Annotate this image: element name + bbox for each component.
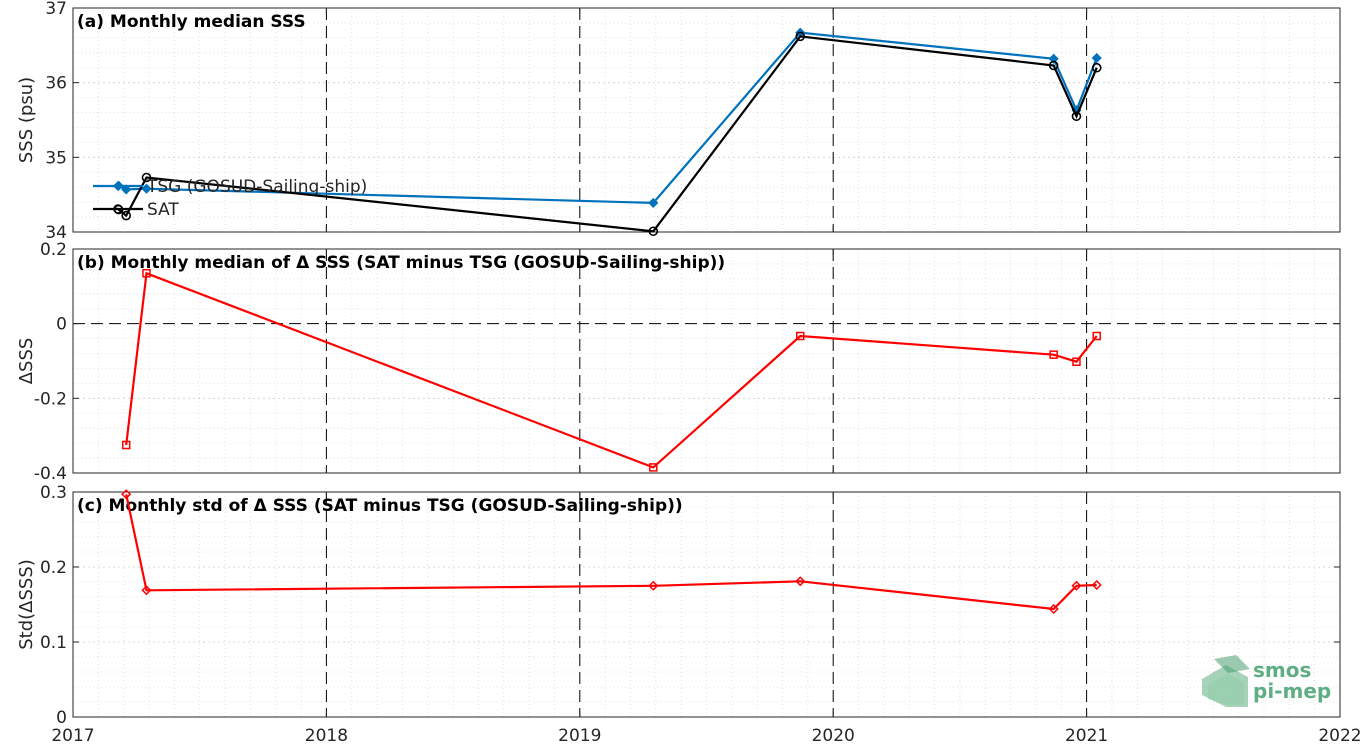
data-point bbox=[649, 463, 658, 472]
y-tick-label: -0.4 bbox=[34, 464, 67, 484]
axes-box bbox=[72, 491, 1341, 718]
data-point bbox=[1091, 579, 1102, 591]
data-point bbox=[1071, 580, 1082, 591]
data-point bbox=[141, 585, 152, 596]
data-point bbox=[1048, 60, 1059, 71]
axes-box bbox=[72, 248, 1341, 474]
legend-marker bbox=[113, 204, 123, 214]
y-tick-label: 0.3 bbox=[40, 483, 67, 503]
legend-marker bbox=[112, 180, 124, 192]
data-point bbox=[1071, 111, 1082, 122]
series-2 bbox=[113, 31, 1102, 237]
data-point bbox=[1048, 53, 1059, 64]
y-tick-label: 0.2 bbox=[40, 558, 67, 578]
logo-line1: smos bbox=[1253, 658, 1311, 682]
data-point bbox=[121, 184, 132, 195]
data-point bbox=[796, 331, 805, 341]
y-tick-label: 0.2 bbox=[40, 240, 67, 260]
data-point bbox=[121, 489, 132, 500]
x-tick-label: 2020 bbox=[812, 726, 855, 745]
y-tick-label: 34 bbox=[45, 223, 67, 243]
y-tick-label: 37 bbox=[45, 0, 67, 19]
x-tick-label: 2017 bbox=[51, 726, 94, 745]
data-point bbox=[795, 576, 806, 587]
panel-title: (a) Monthly median SSS bbox=[77, 12, 306, 32]
y-axis-label: Std(ΔSSS) bbox=[16, 559, 37, 650]
x-tick-label: 2018 bbox=[305, 726, 348, 745]
legend-label: SAT bbox=[147, 200, 179, 220]
panel-1: 34 35 36 37 SSS (psu) (a) Monthly median SSS T… bbox=[16, 0, 1341, 243]
data-point bbox=[141, 172, 152, 183]
y-tick-label: 35 bbox=[45, 148, 67, 168]
data-point bbox=[1091, 52, 1102, 64]
data-point bbox=[648, 226, 659, 237]
data-point bbox=[121, 210, 132, 221]
panel-title: (c) Monthly std of Δ SSS (SAT minus TSG … bbox=[77, 496, 683, 516]
y-tick-label: 0.1 bbox=[40, 633, 67, 653]
y-tick-label: 36 bbox=[45, 74, 67, 94]
panel-2: -0.4 -0.2 0 0.2 ΔSSS (b) Monthly median of Δ … bbox=[16, 240, 1341, 484]
x-tick-label: 2019 bbox=[558, 726, 601, 745]
panel-title: (b) Monthly median of Δ SSS (SAT minus T… bbox=[77, 253, 725, 273]
series-1 bbox=[121, 269, 1101, 472]
data-point bbox=[1048, 603, 1059, 615]
data-point bbox=[648, 580, 659, 591]
data-point bbox=[1072, 357, 1081, 366]
series-line bbox=[125, 271, 1098, 469]
data-point bbox=[1049, 350, 1058, 359]
series-1 bbox=[121, 489, 1102, 615]
logo-line2: pi-mep bbox=[1253, 679, 1331, 703]
x-tick-label: 2021 bbox=[1065, 726, 1108, 745]
data-point bbox=[648, 197, 659, 208]
data-point bbox=[121, 440, 131, 450]
y-axis-label: ΔSSS bbox=[16, 338, 37, 385]
data-point bbox=[795, 31, 806, 42]
data-point bbox=[142, 269, 151, 278]
series-line bbox=[125, 494, 1097, 611]
y-tick-label: 0 bbox=[56, 708, 67, 728]
panel-3: 0 0.1 0.2 0.3 2017 2018 2019 2020 2021 2022 Std(ΔS… bbox=[16, 483, 1362, 745]
smos-pi-mep-logo: smos pi-mep bbox=[1198, 655, 1348, 715]
x-tick-label: 2022 bbox=[1318, 726, 1361, 745]
y-axis-label: SSS (psu) bbox=[16, 77, 37, 163]
data-point bbox=[1091, 62, 1102, 73]
data-point bbox=[141, 183, 152, 194]
y-tick-label: 0 bbox=[56, 315, 67, 335]
y-tick-label: -0.2 bbox=[34, 389, 67, 409]
logo-graphic: smos pi-mep bbox=[1202, 655, 1331, 707]
legend: TSG (GOSUD-Sailing-ship) SAT bbox=[93, 177, 367, 220]
axes-box bbox=[72, 7, 1341, 233]
data-point bbox=[1092, 331, 1101, 341]
legend-label: TSG (GOSUD-Sailing-ship) bbox=[146, 177, 367, 197]
